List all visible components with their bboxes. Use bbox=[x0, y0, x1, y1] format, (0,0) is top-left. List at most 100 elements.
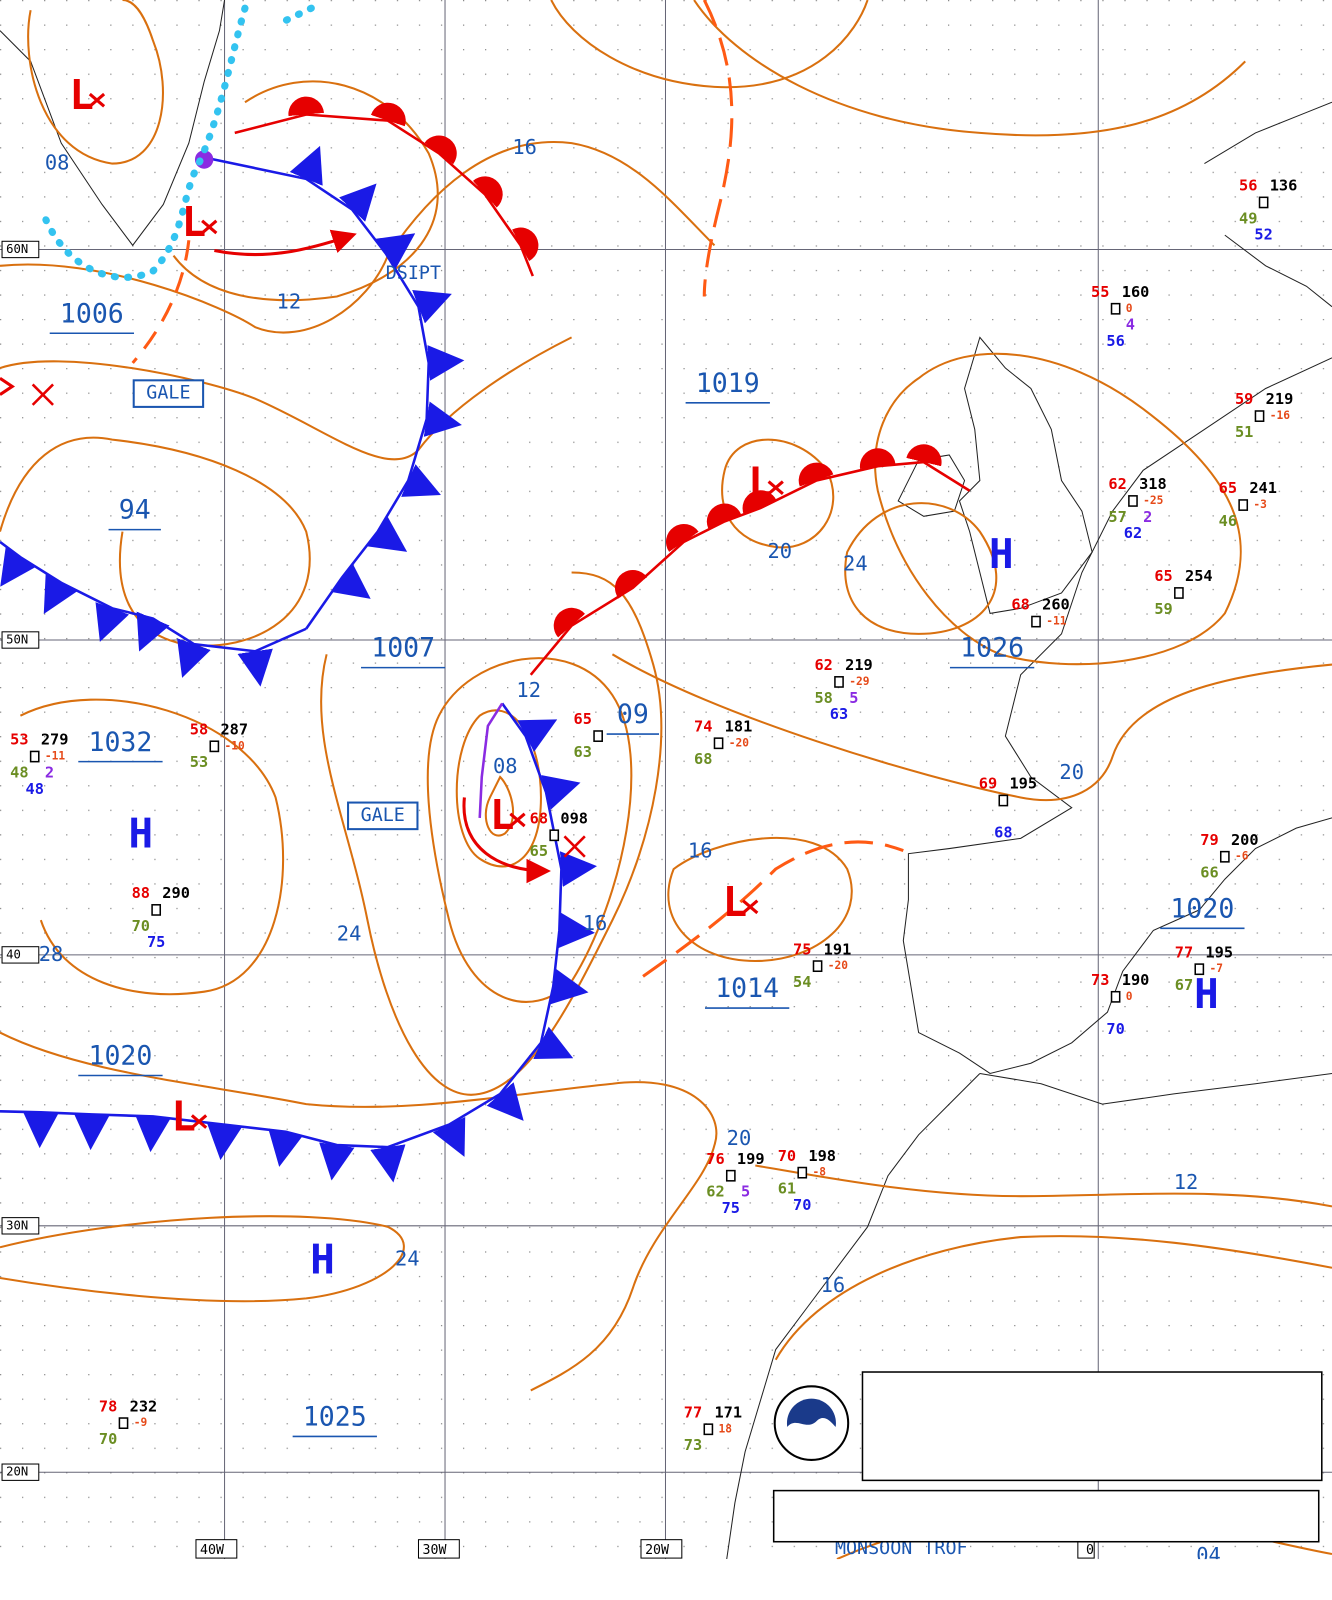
isobar-label: 16 bbox=[688, 839, 713, 863]
isobar-label: 20 bbox=[768, 539, 793, 563]
station-marker bbox=[209, 740, 220, 753]
station-other: 70 bbox=[1106, 1020, 1124, 1038]
station-marker bbox=[703, 1423, 714, 1436]
station-pressure: 190 bbox=[1122, 971, 1150, 989]
station-temp: 65 bbox=[1154, 567, 1172, 585]
low-cross bbox=[509, 812, 526, 828]
lon-label: 30W bbox=[423, 1543, 447, 1558]
station-temp: 73 bbox=[1091, 971, 1109, 989]
station-temp: 77 bbox=[1175, 943, 1193, 961]
station-wave: 4 bbox=[1126, 316, 1135, 334]
station-dewpoint: 59 bbox=[1154, 600, 1172, 618]
station-pressure: 287 bbox=[220, 720, 248, 738]
trough bbox=[702, 0, 734, 297]
isobar bbox=[774, 1235, 1332, 1361]
isobar bbox=[755, 1164, 1332, 1208]
low-cross bbox=[88, 92, 106, 108]
station-pressure: 136 bbox=[1270, 177, 1298, 195]
lat-label-box bbox=[1, 1463, 40, 1481]
station-temp: 62 bbox=[1108, 475, 1126, 493]
station-dewpoint: 48 bbox=[10, 763, 28, 781]
lat-label-box bbox=[1, 946, 40, 964]
station-temp: 69 bbox=[979, 775, 997, 793]
low-cross bbox=[767, 480, 784, 495]
isobar bbox=[27, 0, 164, 165]
station-tendency: -7 bbox=[1210, 962, 1224, 975]
fronts bbox=[0, 0, 971, 1183]
station-dewpoint: 54 bbox=[793, 973, 811, 991]
station-dewpoint: 58 bbox=[814, 689, 832, 707]
isobar-label: 24 bbox=[395, 1247, 420, 1271]
station-tendency: -9 bbox=[134, 1416, 148, 1429]
station-temp: 68 bbox=[1011, 596, 1029, 614]
high-center: H bbox=[129, 809, 154, 857]
central-pressure: 1032 bbox=[88, 727, 152, 758]
lat-label-box bbox=[1, 631, 40, 649]
station-temp: 74 bbox=[694, 717, 712, 735]
station-marker bbox=[1258, 196, 1269, 209]
station-pressure: 219 bbox=[1266, 390, 1294, 408]
station-other: 48 bbox=[25, 780, 43, 798]
station-marker bbox=[1219, 850, 1230, 863]
track-arrow bbox=[462, 797, 551, 884]
station-tendency: -29 bbox=[849, 675, 869, 688]
station-temp: 65 bbox=[1219, 479, 1237, 497]
lat-label: 40 bbox=[6, 947, 21, 961]
lat-label-box bbox=[1, 240, 40, 259]
station-dewpoint: 70 bbox=[132, 917, 150, 935]
station-temp: 77 bbox=[684, 1403, 702, 1421]
station-pressure: 198 bbox=[808, 1147, 836, 1165]
station-temp: 79 bbox=[1200, 831, 1218, 849]
station-tendency: -6 bbox=[1235, 850, 1249, 863]
station-tendency: 18 bbox=[719, 1422, 733, 1435]
station-pressure: 195 bbox=[1009, 775, 1037, 793]
station-marker bbox=[797, 1166, 808, 1179]
station-dewpoint: 68 bbox=[694, 750, 712, 768]
station-marker bbox=[1254, 410, 1265, 422]
lon-label-box bbox=[640, 1539, 683, 1559]
britain-coast bbox=[958, 336, 1093, 615]
warning-box bbox=[347, 801, 419, 831]
station-tendency: -8 bbox=[812, 1166, 826, 1179]
station-marker bbox=[725, 1169, 736, 1182]
isobar-label: 08 bbox=[493, 754, 518, 778]
station-temp: 58 bbox=[190, 720, 208, 738]
station-tendency: -16 bbox=[1270, 409, 1290, 422]
station-temp: 76 bbox=[706, 1150, 724, 1168]
station-pressure: 098 bbox=[560, 809, 588, 827]
front-label: MONSOON TROF bbox=[835, 1538, 968, 1559]
isobar bbox=[550, 0, 869, 89]
isobar-label: 08 bbox=[45, 151, 70, 175]
station-marker bbox=[1110, 302, 1121, 315]
warning-label: GALE bbox=[361, 805, 405, 826]
trough bbox=[131, 240, 191, 364]
footer-band bbox=[0, 1559, 1332, 1600]
high-center: H bbox=[1194, 970, 1219, 1018]
station-dewpoint: 70 bbox=[99, 1430, 117, 1448]
lon-label-box bbox=[195, 1539, 238, 1559]
low-cross bbox=[201, 219, 218, 235]
station-dewpoint: 57 bbox=[1108, 508, 1126, 526]
central-pressure: 1019 bbox=[696, 368, 760, 399]
station-wave: 2 bbox=[45, 763, 54, 781]
station-marker bbox=[151, 904, 162, 916]
ice-edge bbox=[282, 4, 315, 25]
station-temp: 88 bbox=[132, 884, 150, 902]
isobar-label: 16 bbox=[583, 911, 608, 935]
station-pressure: 318 bbox=[1139, 475, 1167, 493]
isobar-label: 24 bbox=[843, 551, 868, 575]
station-tendency: 0 bbox=[1126, 302, 1133, 315]
station-marker bbox=[118, 1417, 129, 1430]
station-dewpoint: 62 bbox=[706, 1183, 724, 1201]
warning-box bbox=[132, 379, 205, 408]
greenland-coast bbox=[0, 0, 226, 247]
central-pressure: 09 bbox=[617, 699, 649, 730]
cold-front bbox=[208, 145, 465, 630]
europe-coast bbox=[902, 357, 1332, 1075]
lat-label: 30N bbox=[6, 1218, 28, 1232]
station-dewpoint: 53 bbox=[190, 753, 208, 771]
station-temp: 56 bbox=[1239, 177, 1257, 195]
front-label: DSIPT bbox=[386, 263, 441, 284]
station-pressure: 219 bbox=[845, 656, 873, 674]
